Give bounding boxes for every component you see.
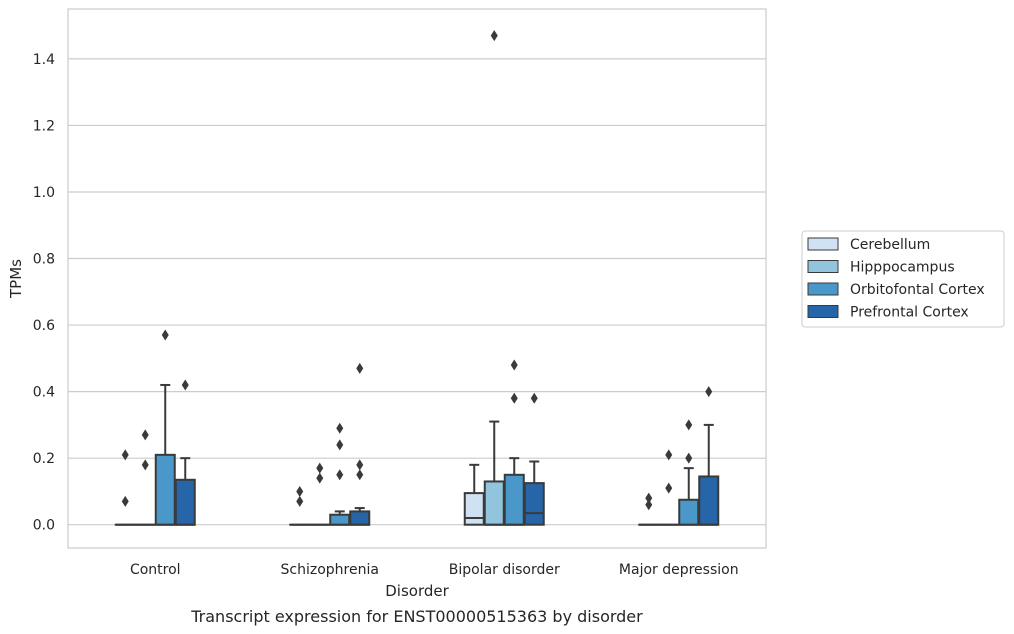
box-hipppocampus (658, 449, 680, 526)
y-tick-label: 0.8 (33, 252, 55, 268)
box-hipppocampus (309, 462, 331, 526)
legend-label: Cerebellum (850, 237, 930, 253)
box-body (503, 473, 525, 526)
box-prefrontal-cortex (523, 392, 545, 526)
box-hipppocampus (483, 30, 505, 526)
chart-caption: Transcript expression for ENST0000051536… (190, 607, 643, 626)
y-tick-label: 1.4 (33, 52, 55, 68)
y-tick-label: 1.0 (33, 185, 55, 201)
outlier-point (490, 30, 498, 42)
outlier-point (645, 492, 653, 504)
outlier-point (530, 392, 538, 404)
box-cerebellum (638, 492, 660, 526)
box-cerebellum (463, 463, 485, 526)
legend-label: Orbitofontal Cortex (850, 282, 985, 298)
outlier-point (510, 392, 518, 404)
legend-label: Hipppocampus (850, 260, 955, 276)
legend-swatch (807, 260, 839, 273)
x-tick-label: Bipolar disorder (449, 562, 560, 578)
x-tick-label: Major depression (619, 562, 739, 578)
outlier-point (296, 485, 304, 497)
outlier-point (665, 449, 673, 461)
box-body (463, 492, 485, 526)
outlier-point (645, 499, 653, 511)
box-cerebellum (289, 485, 311, 526)
plot-area-frame (67, 8, 767, 549)
x-tick-label: Control (130, 562, 181, 578)
box-body (678, 498, 700, 526)
box-orbitofontal-cortex (678, 419, 700, 526)
outlier-point (161, 329, 169, 341)
outlier-point (336, 439, 344, 451)
outlier-point (685, 452, 693, 464)
outlier-point (121, 495, 129, 507)
legend-frame (801, 230, 1005, 328)
outlier-point (510, 359, 518, 371)
box-orbitofontal-cortex (154, 329, 176, 526)
x-axis-ticks: Control Schizophrenia Bipolar disorder Majo… (130, 562, 739, 578)
y-tick-label: 0.6 (33, 318, 55, 334)
box-orbitofontal-cortex (503, 359, 525, 526)
outlier-point (685, 419, 693, 431)
box-cerebellum (114, 449, 136, 526)
outlier-point (181, 379, 189, 391)
outlier-point (141, 429, 149, 441)
x-tick-label: Schizophrenia (281, 562, 379, 578)
outlier-point (705, 386, 713, 398)
legend-swatch (807, 237, 839, 251)
outlier-point (316, 472, 324, 484)
y-tick-label: 0.2 (33, 451, 55, 467)
legend-swatch (807, 305, 839, 318)
box-body (698, 475, 720, 526)
outlier-point (316, 462, 324, 474)
box-prefrontal-cortex (698, 386, 720, 526)
box-orbitofontal-cortex (329, 422, 351, 526)
boxes (114, 30, 720, 526)
y-tick-label: 1.2 (33, 118, 55, 134)
outlier-point (296, 495, 304, 507)
box-body (329, 513, 351, 526)
outlier-point (356, 459, 364, 471)
box-prefrontal-cortex (349, 362, 371, 526)
y-axis-ticks: 0.0 0.2 0.4 0.6 0.8 1.0 1.2 1.4 (33, 52, 55, 534)
legend: Cerebellum Hipppocampus Orbitofontal Corte… (801, 230, 1005, 328)
box-body (483, 480, 505, 526)
outlier-point (141, 459, 149, 471)
x-axis-label: Disorder (385, 582, 449, 600)
y-tick-label: 0.4 (33, 385, 55, 401)
box-hipppocampus (134, 429, 156, 526)
box-body (523, 482, 545, 526)
y-tick-label: 0.0 (33, 518, 55, 534)
outlier-point (356, 469, 364, 481)
outlier-point (121, 449, 129, 461)
outlier-point (336, 469, 344, 481)
box-body (174, 478, 196, 526)
outlier-point (356, 362, 364, 374)
legend-swatch (807, 282, 839, 296)
box-body (349, 510, 371, 526)
box-body (154, 453, 176, 526)
box-prefrontal-cortex (174, 379, 196, 526)
legend-label: Prefrontal Cortex (850, 305, 969, 321)
outlier-point (336, 422, 344, 434)
outlier-point (665, 482, 673, 494)
y-axis-label: TPMs (7, 259, 25, 299)
